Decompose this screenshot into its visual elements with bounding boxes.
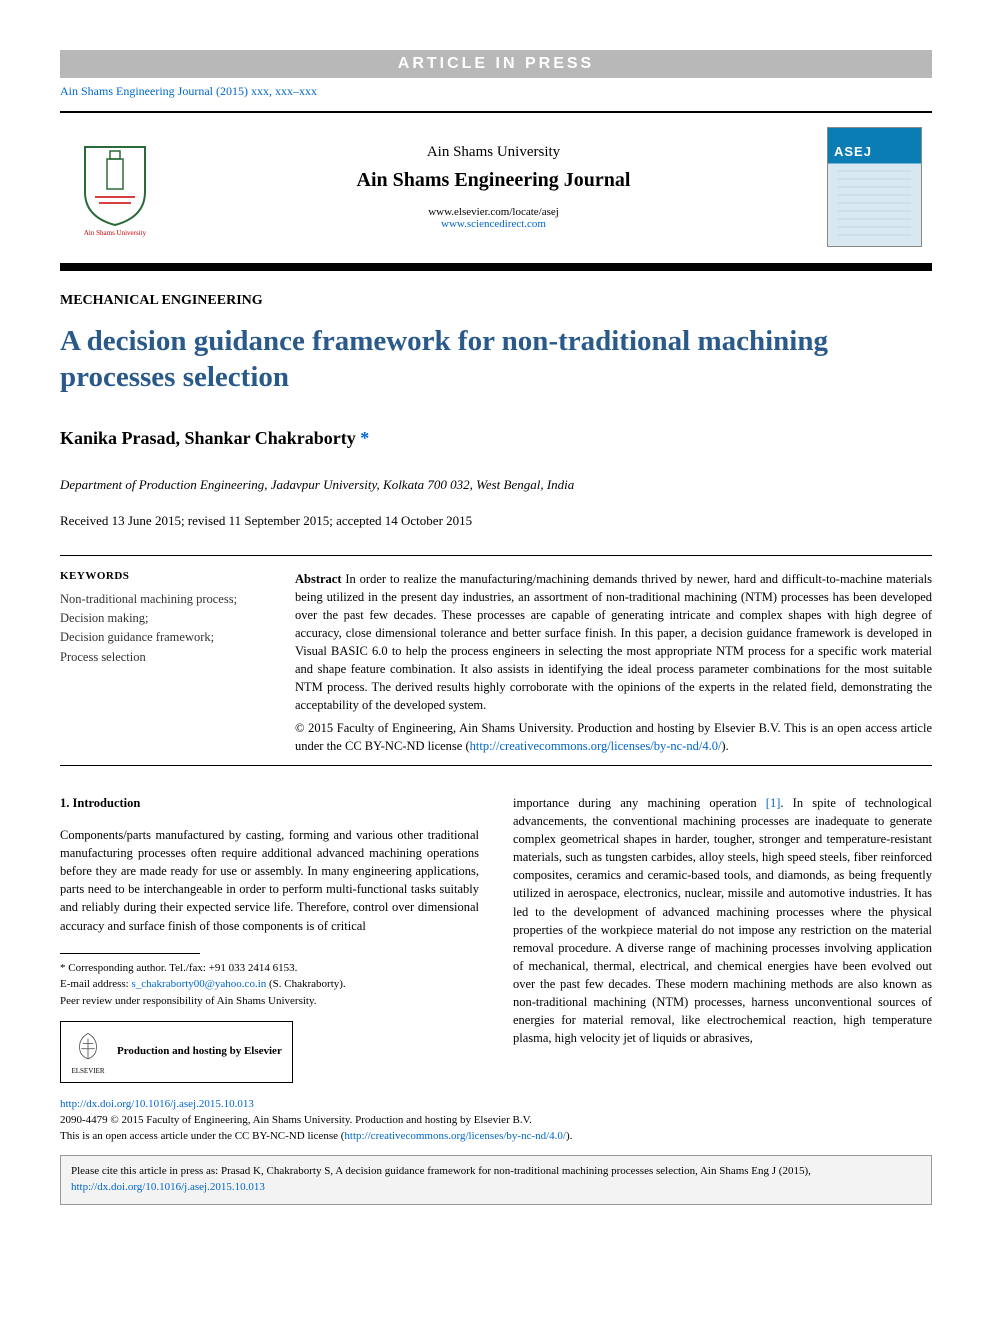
authors: Kanika Prasad, Shankar Chakraborty *	[60, 428, 932, 449]
production-hosting-box: ELSEVIER Production and hosting by Elsev…	[60, 1021, 293, 1083]
peer-review-footnote: Peer review under responsibility of Ain …	[60, 993, 479, 1010]
copyright-close: ).	[721, 739, 728, 753]
corresponding-asterisk: *	[356, 428, 370, 448]
intro-paragraph-2: importance during any machining operatio…	[513, 794, 932, 1048]
cc-license-link-bottom[interactable]: http://creativecommons.org/licenses/by-n…	[344, 1130, 566, 1142]
open-access-text: This is an open access article under the…	[60, 1130, 344, 1142]
abstract-column: Abstract In order to realize the manufac…	[295, 570, 932, 755]
oa-close: ).	[566, 1130, 572, 1142]
doi-block: http://dx.doi.org/10.1016/j.asej.2015.10…	[60, 1097, 932, 1145]
logo-caption: Ain Shams University	[84, 229, 146, 237]
production-hosting-text: Production and hosting by Elsevier	[117, 1044, 282, 1060]
journal-url-2[interactable]: www.sciencedirect.com	[160, 218, 827, 230]
shield-icon	[75, 137, 155, 227]
university-logo: Ain Shams University	[70, 132, 160, 242]
citation-text: Please cite this article in press as: Pr…	[71, 1165, 811, 1177]
top-rule	[60, 111, 932, 113]
university-name: Ain Shams University	[160, 144, 827, 161]
issn-copyright: 2090-4479 © 2015 Faculty of Engineering,…	[60, 1114, 532, 1126]
email-label: E-mail address:	[60, 978, 131, 990]
doi-link[interactable]: http://dx.doi.org/10.1016/j.asej.2015.10…	[60, 1098, 254, 1110]
journal-header: Ain Shams University Ain Shams Universit…	[60, 115, 932, 259]
keywords-heading: KEYWORDS	[60, 570, 265, 582]
elsevier-tree-icon	[71, 1028, 105, 1066]
body-column-left: 1. Introduction Components/parts manufac…	[60, 794, 479, 1084]
journal-name: Ain Shams Engineering Journal	[160, 169, 827, 192]
intro-paragraph-1: Components/parts manufactured by casting…	[60, 826, 479, 935]
abstract-label: Abstract	[295, 572, 342, 586]
citation-doi-link[interactable]: http://dx.doi.org/10.1016/j.asej.2015.10…	[71, 1181, 265, 1193]
intro-text-2a: importance during any machining operatio…	[513, 796, 766, 810]
elsevier-label: ELSEVIER	[71, 1066, 105, 1076]
thick-rule	[60, 263, 932, 271]
keywords-list: Non-traditional machining process; Decis…	[60, 590, 265, 668]
abstract-text: In order to realize the manufacturing/ma…	[295, 572, 932, 713]
rule-below-abstract	[60, 765, 932, 766]
email-suffix: (S. Chakraborty).	[266, 978, 345, 990]
author-names: Kanika Prasad, Shankar Chakraborty	[60, 428, 356, 448]
journal-url-1[interactable]: www.elsevier.com/locate/asej	[160, 206, 827, 218]
introduction-heading: 1. Introduction	[60, 794, 479, 812]
cc-license-link[interactable]: http://creativecommons.org/licenses/by-n…	[470, 739, 722, 753]
corresponding-author-footnote: * Corresponding author. Tel./fax: +91 03…	[60, 960, 479, 977]
article-dates: Received 13 June 2015; revised 11 Septem…	[60, 513, 932, 529]
article-title: A decision guidance framework for non-tr…	[60, 323, 932, 396]
section-label: MECHANICAL ENGINEERING	[60, 293, 932, 309]
intro-text-2b: . In spite of technological advancements…	[513, 796, 932, 1046]
affiliation: Department of Production Engineering, Ja…	[60, 477, 932, 493]
journal-cover-thumbnail	[827, 127, 922, 247]
body-column-right: importance during any machining operatio…	[513, 794, 932, 1084]
article-in-press-bar: ARTICLE IN PRESS	[60, 50, 932, 78]
footnote-rule	[60, 953, 200, 954]
citation-box: Please cite this article in press as: Pr…	[60, 1155, 932, 1205]
reference-link-1[interactable]: [1]	[766, 796, 781, 810]
citation-top: Ain Shams Engineering Journal (2015) xxx…	[60, 84, 932, 99]
author-email-link[interactable]: s_chakraborty00@yahoo.co.in	[131, 978, 266, 990]
